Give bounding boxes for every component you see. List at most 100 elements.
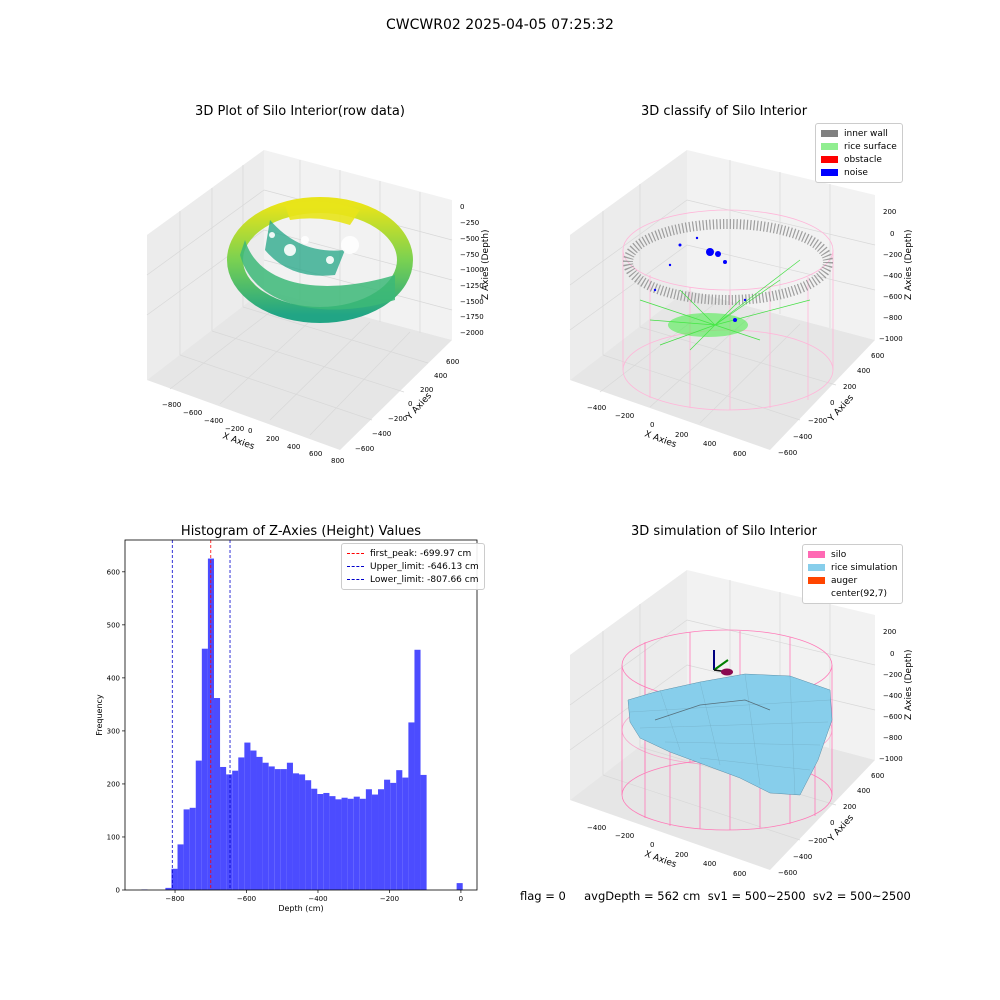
histogram-y-tick-label: 100 — [107, 833, 120, 841]
histogram-bar — [292, 773, 300, 890]
simulation-x-tick: 400 — [703, 860, 716, 868]
simulation-plot-title: 3D simulation of Silo Interior — [631, 524, 817, 539]
histogram-bar — [353, 796, 360, 890]
simulation-z-tick: −800 — [883, 734, 902, 742]
histogram-bar — [189, 807, 196, 890]
legend-label: auger — [831, 575, 858, 586]
histogram-y-label: Frequency — [95, 694, 104, 736]
raw-y-tick: −400 — [372, 430, 391, 438]
histogram-x-tick-label: −200 — [380, 895, 399, 903]
raw-z-tick: −1250 — [460, 282, 484, 290]
histogram-bar — [232, 770, 239, 890]
raw-y-tick: −600 — [355, 445, 374, 453]
raw-x-tick: 400 — [287, 443, 300, 451]
raw-z-tick: −500 — [460, 235, 479, 243]
histogram-bar — [274, 769, 281, 890]
classify-y-tick: −600 — [778, 449, 797, 457]
simulation-z-tick: −400 — [883, 692, 902, 700]
histogram-bar — [420, 774, 427, 890]
raw-z-tick: −1750 — [460, 313, 484, 321]
classify-y-tick: 200 — [843, 383, 856, 391]
histogram-bar — [299, 774, 306, 890]
histogram-bar — [220, 766, 227, 890]
classify-z-label: Z Axies (Depth) — [904, 229, 914, 300]
histogram-bar — [201, 648, 208, 890]
histogram-bar — [414, 649, 421, 890]
histogram-bar — [226, 774, 233, 890]
inner-wall-swatch — [821, 130, 838, 137]
classify-y-tick: −200 — [808, 417, 827, 425]
histogram-bar — [359, 798, 366, 890]
simulation-y-tick: 0 — [830, 819, 834, 827]
histogram-bar — [286, 762, 293, 890]
raw-x-tick: 800 — [331, 457, 344, 465]
histogram-y-tick-label: 200 — [107, 780, 120, 788]
legend-label: center(92,7) — [831, 588, 888, 599]
raw-x-tick: −200 — [225, 425, 244, 433]
histogram-bar — [213, 698, 221, 890]
simulation-y-tick: 200 — [843, 803, 856, 811]
simulation-z-tick: 0 — [890, 650, 894, 658]
histogram-bar — [341, 797, 348, 890]
classify-x-tick: 400 — [703, 440, 716, 448]
classify-x-tick: 0 — [650, 421, 654, 429]
lower-limit-line-swatch — [347, 579, 364, 580]
classify-z-tick: −1000 — [879, 335, 903, 343]
histogram-bar — [396, 770, 403, 890]
histogram-bar — [238, 757, 245, 890]
simulation-x-tick: 200 — [675, 851, 688, 859]
histogram-bar — [195, 760, 202, 890]
histogram-y-tick-label: 0 — [116, 887, 120, 895]
rice-surface-swatch — [821, 143, 838, 150]
histogram-bar — [323, 792, 330, 890]
histogram-bar — [177, 844, 184, 890]
histogram-bar — [317, 794, 324, 890]
simulation-z-tick: −200 — [883, 671, 902, 679]
simulation-z-tick: −600 — [883, 713, 902, 721]
raw-z-tick: −1000 — [460, 266, 484, 274]
simulation-y-tick: 600 — [871, 772, 884, 780]
classify-x-label: X Axies — [643, 429, 678, 450]
simulation-3d-plot: −400 −200 0 200 400 600 −600 −400 −200 0… — [569, 570, 914, 878]
simulation-y-tick: −600 — [778, 869, 797, 877]
raw-x-tick: 200 — [266, 435, 279, 443]
legend-label: inner wall — [844, 128, 888, 139]
histogram-chart: −800 −600 −400 −200 0 0 100 200 300 400 500 600 De… — [95, 539, 478, 913]
histogram-x-tick-label: 0 — [459, 895, 463, 903]
raw-z-tick: −2000 — [460, 329, 484, 337]
histogram-bar — [165, 887, 172, 890]
raw-x-tick: 0 — [248, 427, 252, 435]
classify-x-tick: 600 — [733, 450, 746, 458]
histogram-bar — [384, 779, 391, 890]
raw-x-tick: −600 — [183, 409, 202, 417]
center-swatch — [808, 590, 825, 597]
auger-swatch — [808, 577, 825, 584]
histogram-bar — [311, 788, 318, 890]
simulation-x-tick: 0 — [650, 841, 654, 849]
raw-y-tick: 600 — [446, 358, 459, 366]
status-line: flag = 0 avgDepth = 562 cm sv1 = 500~250… — [520, 889, 911, 903]
histogram-bar — [371, 794, 379, 890]
histogram-x-tick-label: −600 — [237, 895, 256, 903]
legend-label: first_peak: -699.97 cm — [370, 548, 472, 559]
simulation-z-label: Z Axies (Depth) — [904, 649, 914, 720]
classify-z-tick: 0 — [890, 230, 894, 238]
histogram-x-label: Depth (cm) — [278, 904, 323, 913]
classify-z-tick: −600 — [883, 293, 902, 301]
legend-label: Upper_limit: -646.13 cm — [370, 561, 479, 572]
classify-z-tick: −200 — [883, 251, 902, 259]
legend-label: obstacle — [844, 154, 882, 165]
legend-label: noise — [844, 167, 868, 178]
simulation-y-tick: 400 — [857, 787, 870, 795]
classify-legend: inner wall rice surface obstacle noise — [815, 123, 903, 183]
histogram-bar — [456, 883, 463, 890]
simulation-y-tick: −400 — [793, 853, 812, 861]
simulation-y-tick: −200 — [808, 837, 827, 845]
silo-swatch — [808, 551, 825, 558]
classify-y-tick: 400 — [857, 367, 870, 375]
raw-z-tick: −750 — [460, 251, 479, 259]
histogram-bar — [268, 766, 275, 890]
histogram-bar — [244, 742, 251, 890]
simulation-x-tick: 600 — [733, 870, 746, 878]
histogram-y-tick-label: 500 — [107, 621, 120, 629]
